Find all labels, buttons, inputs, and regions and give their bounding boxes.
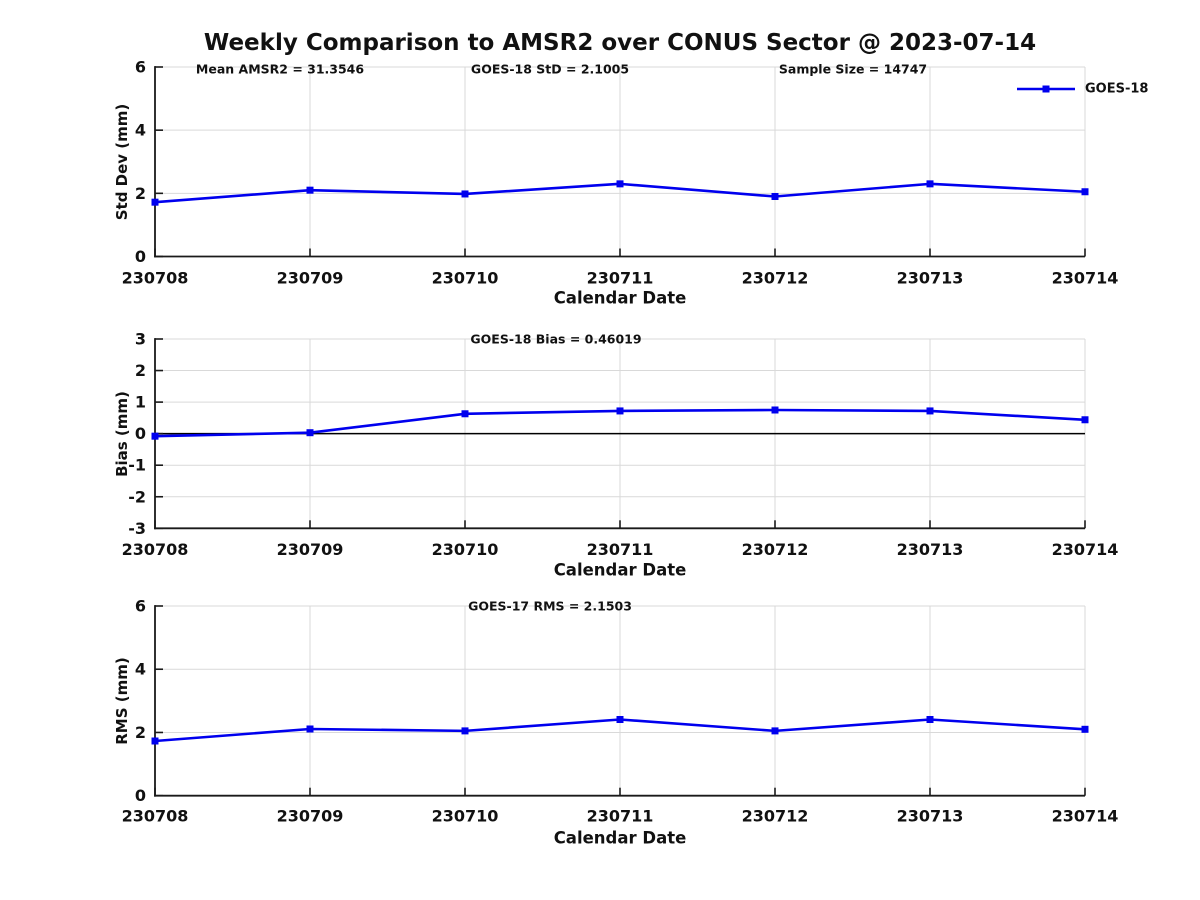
x-tick-label: 230714 bbox=[1052, 269, 1119, 288]
y-tick-label: 0 bbox=[135, 247, 146, 266]
y-tick-label: 1 bbox=[135, 393, 146, 412]
bias-plot-area: -3 -2 -1 0 1 2 3 230708 230709 230710 230711 230712… bbox=[122, 330, 1119, 560]
annotation-goes18-bias: GOES-18 Bias = 0.46019 bbox=[470, 331, 642, 346]
data-point-marker bbox=[1081, 725, 1089, 733]
y-tick-label: 2 bbox=[135, 361, 146, 380]
y-tick-label: 0 bbox=[135, 424, 146, 443]
y-tick-label: -3 bbox=[128, 519, 146, 538]
x-tick-label: 230709 bbox=[277, 269, 344, 288]
data-point-marker bbox=[306, 186, 314, 194]
y-tick-label: 4 bbox=[135, 121, 146, 140]
std-dev-plot-area: 0 2 4 6 230708 230709 230710 230711 230712 230713… bbox=[122, 58, 1119, 288]
legend-label: GOES-18 bbox=[1085, 81, 1149, 97]
legend-marker bbox=[1042, 85, 1050, 93]
x-tick-label: 230709 bbox=[277, 540, 344, 559]
annotation-mean-amsr2: Mean AMSR2 = 31.3546 bbox=[195, 61, 365, 76]
x-tick-label: 230711 bbox=[587, 540, 654, 559]
data-point-marker bbox=[771, 192, 779, 200]
x-tick-label: 230710 bbox=[432, 540, 499, 559]
data-point-marker bbox=[151, 432, 159, 440]
x-tick-label: 230710 bbox=[432, 807, 499, 826]
annotation-goes18-std: GOES-18 StD = 2.1005 bbox=[470, 61, 630, 76]
x-tick-label: 230714 bbox=[1052, 807, 1119, 826]
x-axis-label-calendar-date: Calendar Date bbox=[553, 288, 687, 307]
x-tick-label: 230711 bbox=[587, 269, 654, 288]
annotation-sample-size: Sample Size = 14747 bbox=[778, 61, 928, 76]
subplot-bias: -3 -2 -1 0 1 2 3 230708 230709 230710 230711 230712… bbox=[0, 325, 1200, 590]
x-tick-label: 230714 bbox=[1052, 540, 1119, 559]
data-point-marker bbox=[926, 407, 934, 415]
x-tick-label: 230712 bbox=[742, 269, 809, 288]
x-axis-label-calendar-date: Calendar Date bbox=[553, 828, 687, 848]
x-tick-label: 230708 bbox=[122, 540, 189, 559]
y-axis-label-rms: RMS (mm) bbox=[113, 657, 131, 745]
data-point-marker bbox=[461, 190, 469, 198]
y-tick-label: 0 bbox=[135, 786, 146, 805]
x-tick-label: 230713 bbox=[897, 540, 964, 559]
data-point-marker bbox=[771, 406, 779, 414]
y-tick-label: 2 bbox=[135, 723, 146, 742]
y-tick-label: 6 bbox=[135, 58, 146, 77]
subplot-std-dev: 0 2 4 6 230708 230709 230710 230711 230712 230713… bbox=[0, 55, 1200, 320]
data-point-marker bbox=[461, 727, 469, 735]
data-point-marker bbox=[616, 180, 624, 188]
data-point-marker bbox=[461, 410, 469, 418]
y-tick-label: 2 bbox=[135, 184, 146, 203]
data-point-marker bbox=[926, 716, 934, 724]
legend: GOES-18 bbox=[1015, 81, 1200, 97]
data-point-marker bbox=[306, 725, 314, 733]
x-tick-label: 230711 bbox=[587, 807, 654, 826]
data-point-marker bbox=[1081, 188, 1089, 196]
y-tick-label: 4 bbox=[135, 660, 146, 679]
rms-plot-area: 0 2 4 6 230708 230709 230710 230711 230712 230713… bbox=[122, 597, 1119, 826]
x-tick-label: 230712 bbox=[742, 807, 809, 826]
y-tick-label: -1 bbox=[128, 456, 146, 475]
x-axis-label-calendar-date: Calendar Date bbox=[553, 560, 687, 580]
data-point-marker bbox=[151, 198, 159, 206]
subplot-rms: 0 2 4 6 230708 230709 230710 230711 230712 230713… bbox=[0, 592, 1200, 862]
y-axis-label-std-dev: Std Dev (mm) bbox=[113, 103, 131, 221]
x-tick-label: 230710 bbox=[432, 269, 499, 288]
x-tick-label: 230712 bbox=[742, 540, 809, 559]
data-point-marker bbox=[151, 737, 159, 745]
y-tick-label: -2 bbox=[128, 487, 146, 506]
annotation-goes17-rms: GOES-17 RMS = 2.1503 bbox=[468, 598, 632, 613]
x-tick-label: 230708 bbox=[122, 269, 189, 288]
data-point-marker bbox=[771, 727, 779, 735]
data-point-marker bbox=[616, 716, 624, 724]
x-tick-label: 230713 bbox=[897, 269, 964, 288]
data-point-marker bbox=[306, 429, 314, 437]
legend-line-icon bbox=[1017, 85, 1075, 93]
data-point-marker bbox=[1081, 416, 1089, 424]
x-tick-label: 230713 bbox=[897, 807, 964, 826]
data-point-marker bbox=[616, 407, 624, 415]
y-axis-label-bias: Bias (mm) bbox=[113, 391, 131, 477]
x-tick-label: 230708 bbox=[122, 807, 189, 826]
data-point-marker bbox=[926, 180, 934, 188]
figure-title: Weekly Comparison to AMSR2 over CONUS Se… bbox=[203, 30, 1037, 56]
x-tick-label: 230709 bbox=[277, 807, 344, 826]
y-tick-label: 6 bbox=[135, 597, 146, 616]
y-tick-label: 3 bbox=[135, 330, 146, 349]
